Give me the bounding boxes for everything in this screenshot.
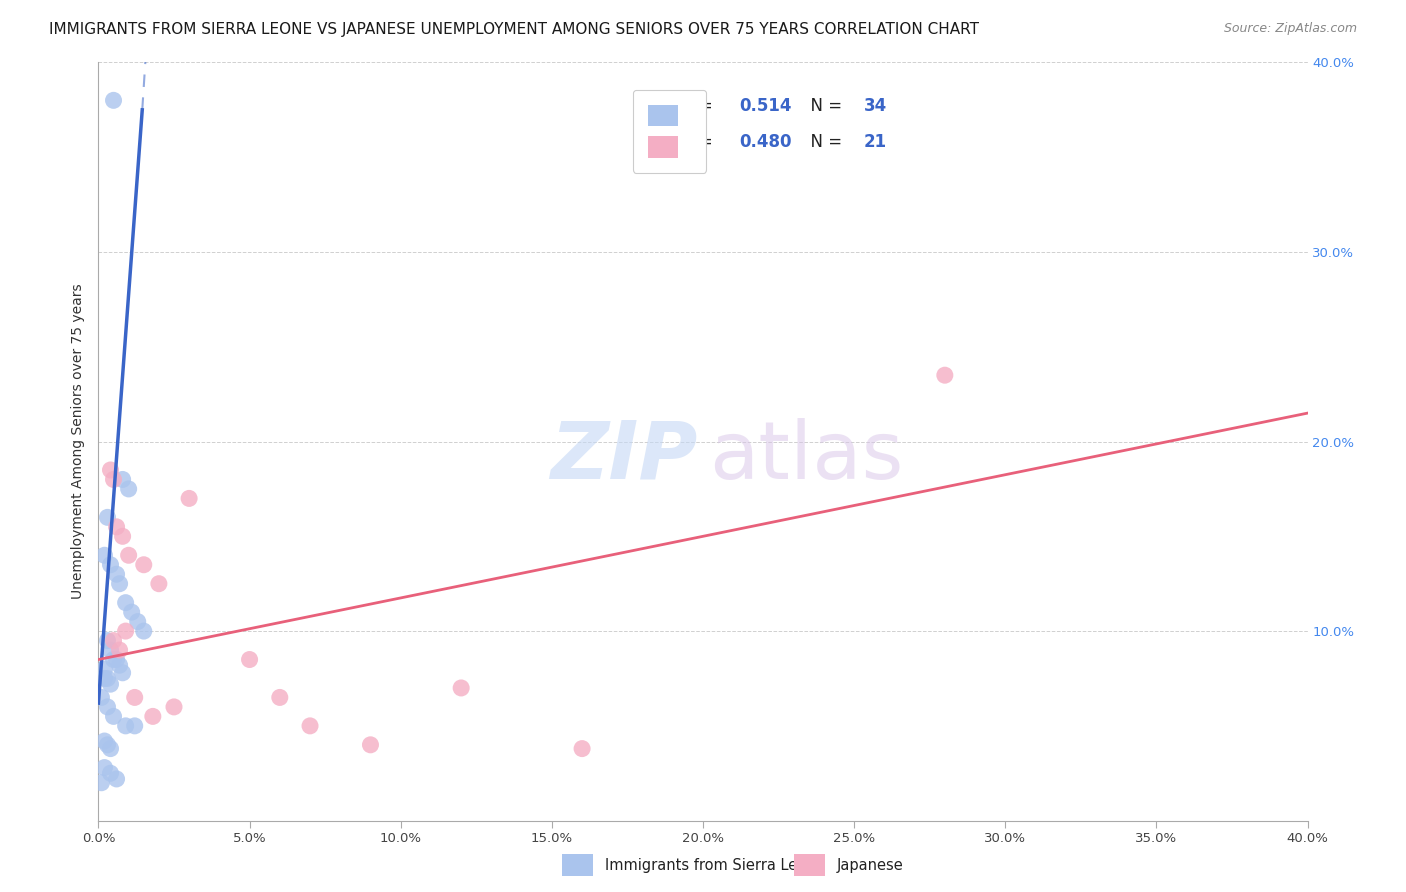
Point: [132, 624, 155, 639]
Point: [93, 672, 115, 686]
Text: ZIP: ZIP: [550, 417, 697, 496]
Point: [96, 510, 118, 524]
Text: R =: R =: [682, 133, 718, 151]
Point: [111, 473, 134, 487]
Text: 34: 34: [863, 97, 887, 115]
Point: [105, 772, 128, 786]
Point: [111, 665, 134, 680]
Text: R =: R =: [682, 97, 718, 115]
Text: Source: ZipAtlas.com: Source: ZipAtlas.com: [1223, 22, 1357, 36]
Point: [114, 596, 136, 610]
Point: [108, 658, 131, 673]
Point: [132, 558, 155, 572]
Point: [103, 652, 125, 666]
Point: [96, 699, 118, 714]
Point: [100, 677, 122, 691]
Point: [148, 576, 170, 591]
Y-axis label: Unemployment Among Seniors over 75 years: Unemployment Among Seniors over 75 years: [72, 284, 86, 599]
Point: [163, 699, 186, 714]
Legend: , : ,: [633, 90, 706, 172]
Point: [100, 558, 122, 572]
Point: [269, 690, 291, 705]
Point: [93, 734, 115, 748]
Point: [93, 662, 115, 676]
Point: [100, 643, 122, 657]
Point: [360, 738, 382, 752]
Text: Japanese: Japanese: [837, 858, 903, 872]
Text: atlas: atlas: [709, 417, 904, 496]
Text: N =: N =: [800, 97, 846, 115]
Point: [105, 520, 128, 534]
Point: [114, 624, 136, 639]
Point: [96, 672, 118, 686]
Point: [96, 738, 118, 752]
Point: [121, 605, 143, 619]
Point: [124, 690, 146, 705]
Point: [108, 643, 131, 657]
Point: [103, 473, 125, 487]
Point: [299, 719, 322, 733]
Point: [571, 741, 593, 756]
Point: [103, 709, 125, 723]
Point: [118, 548, 141, 563]
Text: Immigrants from Sierra Leone: Immigrants from Sierra Leone: [605, 858, 824, 872]
Text: 21: 21: [863, 133, 887, 151]
Text: 0.514: 0.514: [740, 97, 792, 115]
Point: [103, 94, 125, 108]
Text: N =: N =: [800, 133, 846, 151]
Point: [100, 741, 122, 756]
Point: [100, 463, 122, 477]
Point: [90, 690, 112, 705]
Point: [127, 615, 149, 629]
Point: [108, 576, 131, 591]
Point: [934, 368, 956, 383]
Point: [111, 529, 134, 543]
Point: [142, 709, 165, 723]
Point: [239, 652, 262, 666]
Point: [450, 681, 472, 695]
Point: [103, 633, 125, 648]
Point: [105, 652, 128, 666]
Point: [118, 482, 141, 496]
Point: [114, 719, 136, 733]
Point: [179, 491, 201, 506]
Point: [96, 633, 118, 648]
Text: 0.480: 0.480: [740, 133, 792, 151]
Text: IMMIGRANTS FROM SIERRA LEONE VS JAPANESE UNEMPLOYMENT AMONG SENIORS OVER 75 YEAR: IMMIGRANTS FROM SIERRA LEONE VS JAPANESE…: [49, 22, 979, 37]
Point: [93, 548, 115, 563]
Point: [105, 567, 128, 582]
Point: [90, 776, 112, 790]
Point: [100, 766, 122, 780]
Point: [124, 719, 146, 733]
Point: [93, 760, 115, 774]
